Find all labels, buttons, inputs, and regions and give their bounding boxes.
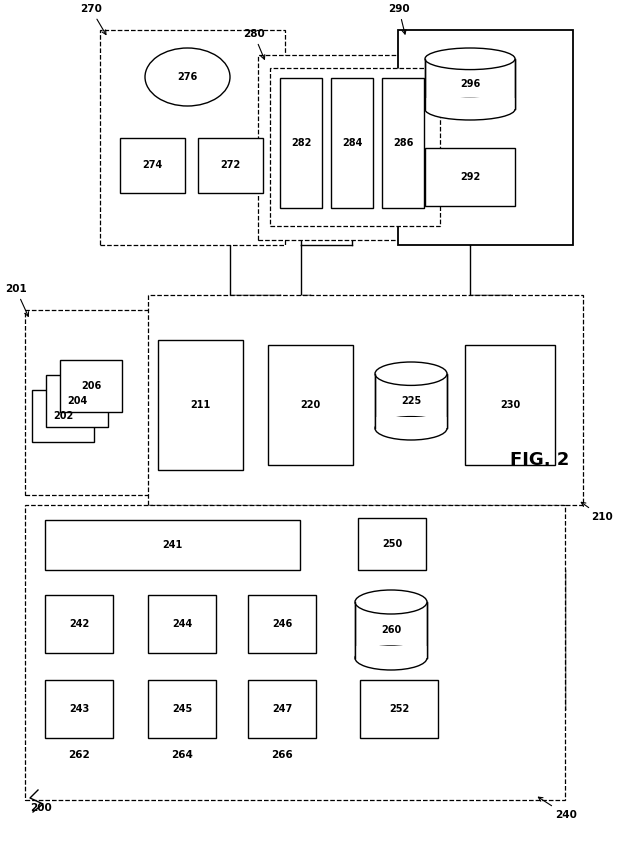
- Ellipse shape: [145, 48, 230, 106]
- Bar: [425, 99, 515, 110]
- Bar: [148, 595, 216, 653]
- Bar: [375, 416, 447, 428]
- Text: 280: 280: [243, 29, 265, 59]
- Text: 284: 284: [342, 138, 362, 148]
- Text: 266: 266: [271, 750, 293, 760]
- Text: 264: 264: [171, 750, 193, 760]
- Text: 243: 243: [69, 704, 89, 714]
- Ellipse shape: [355, 590, 427, 614]
- Bar: [148, 680, 216, 738]
- Text: 272: 272: [220, 160, 240, 170]
- Bar: [268, 345, 353, 465]
- Text: 225: 225: [401, 396, 421, 406]
- Bar: [248, 680, 316, 738]
- Text: 262: 262: [68, 750, 90, 760]
- Bar: [425, 148, 515, 206]
- Text: 211: 211: [190, 400, 210, 410]
- Text: 252: 252: [389, 704, 409, 714]
- Text: 220: 220: [300, 400, 320, 410]
- Bar: [425, 59, 515, 110]
- Ellipse shape: [425, 99, 515, 120]
- Bar: [148, 295, 583, 505]
- Bar: [198, 138, 263, 193]
- Bar: [258, 55, 453, 240]
- Bar: [355, 602, 427, 658]
- Text: 200: 200: [30, 803, 52, 813]
- Text: 244: 244: [172, 619, 192, 629]
- Ellipse shape: [375, 416, 447, 440]
- Text: 245: 245: [172, 704, 192, 714]
- Text: 204: 204: [67, 396, 87, 406]
- Bar: [46, 375, 108, 427]
- Bar: [25, 310, 150, 495]
- Text: 206: 206: [81, 381, 101, 391]
- Text: 276: 276: [177, 72, 197, 82]
- Bar: [120, 138, 185, 193]
- Bar: [360, 680, 438, 738]
- Bar: [382, 78, 424, 208]
- Bar: [32, 390, 94, 442]
- Text: 230: 230: [500, 400, 520, 410]
- Bar: [45, 595, 113, 653]
- Text: 286: 286: [393, 138, 413, 148]
- Bar: [331, 78, 373, 208]
- Ellipse shape: [355, 646, 427, 670]
- Bar: [25, 505, 565, 800]
- Text: 240: 240: [539, 797, 577, 820]
- Bar: [465, 345, 555, 465]
- Text: 250: 250: [382, 539, 402, 549]
- Text: 247: 247: [272, 704, 292, 714]
- Bar: [45, 680, 113, 738]
- Text: 296: 296: [460, 79, 480, 89]
- Text: 241: 241: [162, 540, 182, 550]
- Text: 242: 242: [69, 619, 89, 629]
- Bar: [100, 30, 285, 245]
- Text: 210: 210: [582, 502, 613, 522]
- Bar: [270, 68, 440, 226]
- Text: 246: 246: [272, 619, 292, 629]
- Text: 274: 274: [142, 160, 162, 170]
- Text: 290: 290: [388, 4, 410, 34]
- Text: FIG. 2: FIG. 2: [510, 451, 570, 469]
- Bar: [358, 518, 426, 570]
- Text: 270: 270: [80, 4, 106, 35]
- Bar: [248, 595, 316, 653]
- Ellipse shape: [425, 48, 515, 70]
- Text: 260: 260: [381, 625, 401, 635]
- Bar: [60, 360, 122, 412]
- Bar: [45, 520, 300, 570]
- Text: 201: 201: [5, 284, 29, 316]
- Bar: [355, 646, 427, 658]
- Bar: [375, 373, 447, 428]
- Bar: [280, 78, 322, 208]
- Bar: [398, 30, 573, 245]
- Text: 202: 202: [53, 411, 73, 421]
- Text: 282: 282: [291, 138, 311, 148]
- Text: 292: 292: [460, 172, 480, 182]
- Ellipse shape: [375, 362, 447, 385]
- Bar: [158, 340, 243, 470]
